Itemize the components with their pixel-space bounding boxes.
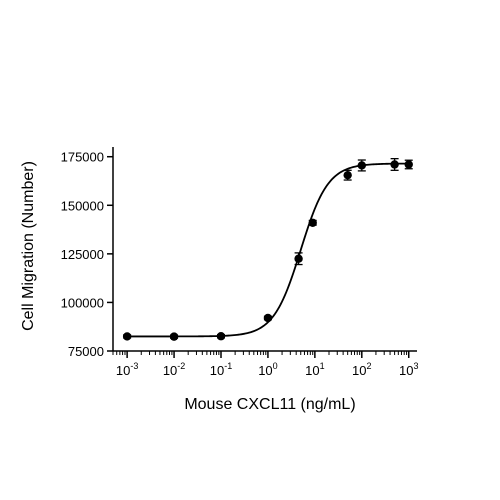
x-tick-label: 103 <box>399 361 418 378</box>
x-tick-label: 10-2 <box>163 361 185 378</box>
data-point <box>308 218 317 227</box>
x-tick-label: 101 <box>305 361 324 378</box>
x-tick-label: 10-3 <box>116 361 138 378</box>
data-point <box>343 170 352 180</box>
y-tick-label: 125000 <box>61 247 104 262</box>
x-tick-label: 10-1 <box>210 361 232 378</box>
data-point <box>216 332 226 341</box>
data-point <box>404 160 413 169</box>
y-tick-label: 75000 <box>68 344 104 359</box>
y-axis-ticks: 75000 100000 125000 150000 175000 <box>61 150 113 359</box>
fit-curve <box>127 162 409 338</box>
y-axis-title: Cell Migration (Number) <box>20 161 37 331</box>
data-point <box>294 254 303 263</box>
x-tick-label: 100 <box>258 361 277 378</box>
y-tick-label: 100000 <box>61 295 104 310</box>
data-point <box>357 161 367 170</box>
y-tick-label: 175000 <box>61 150 104 165</box>
y-tick-label: 150000 <box>61 198 104 213</box>
data-point <box>122 332 132 341</box>
data-point <box>263 313 273 323</box>
data-points-group <box>122 158 413 341</box>
data-point <box>390 160 399 169</box>
fit-curve-group <box>127 162 409 338</box>
x-axis-ticks: 10-3 10-2 10-1 100 101 102 103 <box>112 351 418 378</box>
x-axis-title: Mouse CXCL11 (ng/mL) <box>184 396 355 413</box>
x-tick-label: 102 <box>352 361 371 378</box>
data-point <box>169 332 179 341</box>
